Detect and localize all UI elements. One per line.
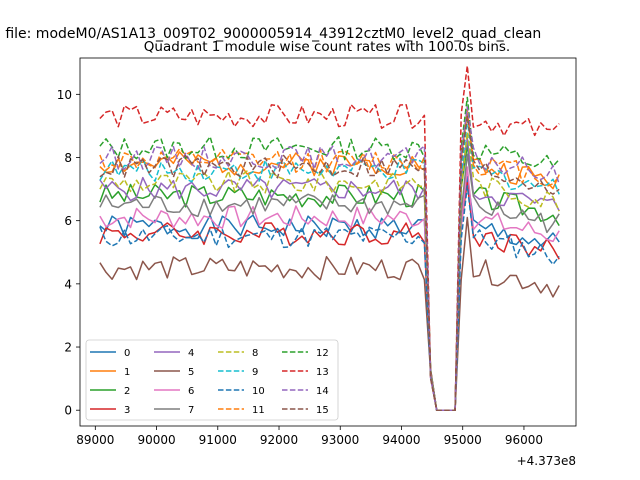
series-line-12 — [99, 96, 560, 411]
series-line-15 — [99, 115, 560, 411]
legend-label-7: 7 — [188, 405, 194, 416]
legend-label-1: 1 — [124, 367, 130, 378]
y-tick-label: 0 — [64, 404, 72, 418]
x-tick-label: 92000 — [260, 433, 298, 447]
legend-box — [85, 339, 339, 421]
legend-label-2: 2 — [124, 386, 130, 397]
legend-label-11: 11 — [252, 405, 265, 416]
legend-label-5: 5 — [188, 367, 194, 378]
y-tick-label: 2 — [64, 341, 72, 355]
x-tick-label: 89000 — [76, 433, 114, 447]
legend-label-0: 0 — [124, 348, 130, 359]
x-tick-label: 90000 — [137, 433, 175, 447]
x-axis: 89000 90000 91000 92000 93000 94000 95000 96000 — [76, 426, 543, 447]
x-offset-label: +4.373e8 — [517, 454, 576, 468]
x-tick-label: 91000 — [199, 433, 237, 447]
series-line-8 — [99, 131, 560, 411]
legend-label-13: 13 — [316, 367, 329, 378]
x-tick-label: 94000 — [382, 433, 420, 447]
series-layer — [99, 65, 560, 411]
legend-label-6: 6 — [188, 386, 194, 397]
y-axis: 0 2 4 6 8 10 — [57, 88, 80, 418]
y-tick-label: 4 — [64, 277, 72, 291]
x-tick-label: 96000 — [505, 433, 543, 447]
series-line-11 — [99, 109, 560, 411]
series-line-7 — [99, 153, 560, 411]
legend-label-12: 12 — [316, 348, 329, 359]
series-line-6 — [99, 166, 560, 411]
series-line-13 — [99, 65, 560, 411]
legend-label-4: 4 — [188, 348, 194, 359]
y-tick-label: 10 — [57, 88, 72, 102]
legend-label-8: 8 — [252, 348, 258, 359]
legend-label-9: 9 — [252, 367, 258, 378]
series-line-10 — [99, 185, 560, 411]
y-tick-label: 6 — [64, 214, 72, 228]
y-tick-label: 8 — [64, 151, 72, 165]
series-line-4 — [99, 137, 560, 411]
plot-frame — [79, 57, 577, 427]
legend-label-14: 14 — [316, 386, 329, 397]
series-line-5 — [99, 216, 560, 411]
suptitle: n file: modeM0/AS1A13_009T02_9000005914_… — [0, 26, 541, 42]
chart-title: Quadrant 1 module wise count rates with … — [144, 39, 510, 55]
legend-label-10: 10 — [252, 386, 265, 397]
x-tick-label: 93000 — [321, 433, 359, 447]
x-tick-label: 95000 — [444, 433, 482, 447]
legend-label-15: 15 — [316, 405, 329, 416]
legend-label-3: 3 — [124, 405, 130, 416]
